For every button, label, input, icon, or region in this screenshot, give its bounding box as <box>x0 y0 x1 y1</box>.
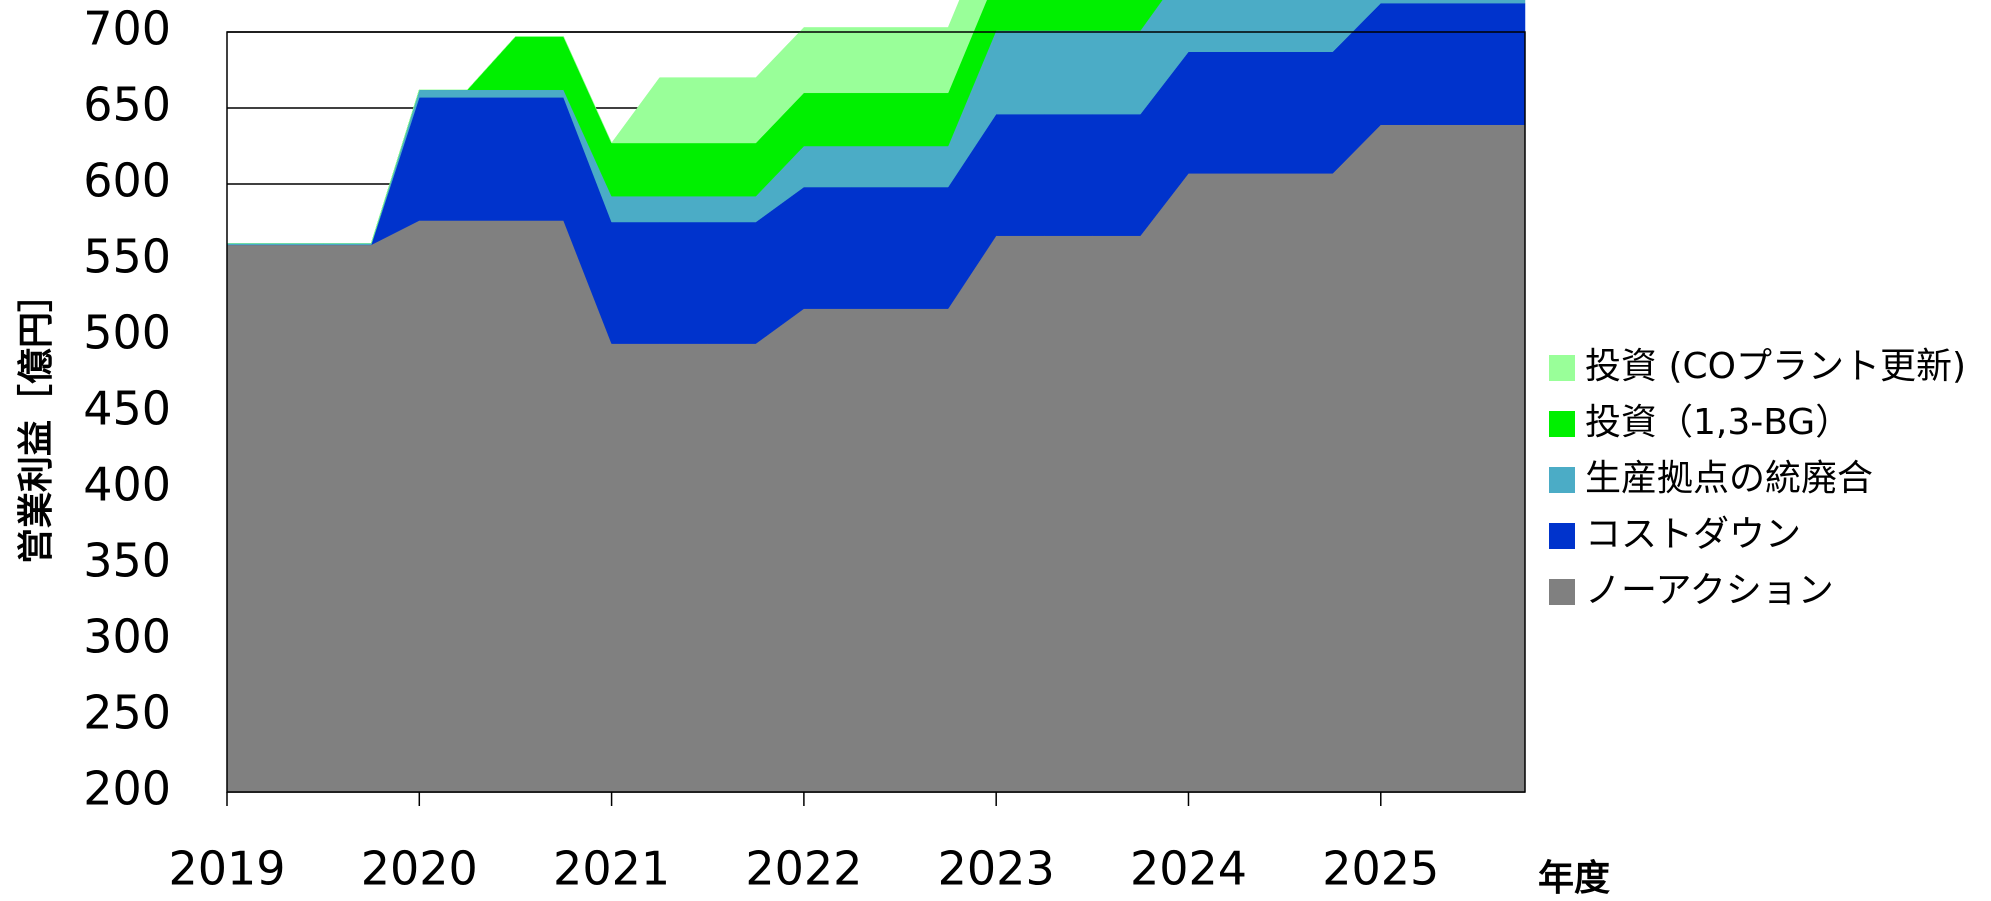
y-tick-label: 600 <box>83 154 171 208</box>
y-tick-label: 650 <box>83 78 171 132</box>
x-tick-label: 2024 <box>1130 842 1247 896</box>
y-tick-label: 400 <box>83 458 171 512</box>
x-tick-label: 2020 <box>361 842 478 896</box>
legend-label: コストダウン <box>1585 514 1801 555</box>
area <box>227 0 988 244</box>
legend-label: 投資 (COプラント更新) <box>1585 346 1966 387</box>
y-tick-label: 500 <box>83 306 171 360</box>
legend-label: 生産拠点の統廃合 <box>1585 458 1873 499</box>
x-tick-label: 2025 <box>1322 842 1439 896</box>
legend-label: ノーアクション <box>1585 570 1834 611</box>
y-tick-label: 700 <box>83 2 171 56</box>
legend-swatch <box>1549 579 1575 605</box>
legend-swatch <box>1549 523 1575 549</box>
legend-label: 投資（1,3-BG） <box>1585 402 1851 443</box>
legend-swatch <box>1549 411 1575 437</box>
x-tick-label: 2022 <box>745 842 862 896</box>
x-tick-label: 2021 <box>553 842 670 896</box>
y-axis-title: 営業利益［億円］ <box>16 276 57 564</box>
y-tick-label: 300 <box>83 610 171 664</box>
y-tick-label: 250 <box>83 686 171 740</box>
x-tick-label: 2023 <box>938 842 1055 896</box>
y-tick-label: 450 <box>83 382 171 436</box>
legend-swatch <box>1549 467 1575 493</box>
y-tick-label: 350 <box>83 534 171 588</box>
y-tick-label: 200 <box>83 762 171 816</box>
x-axis-title: 年度 <box>1538 858 1610 899</box>
x-tick-label: 2019 <box>168 842 285 896</box>
plot-frame <box>226 31 1526 793</box>
areas <box>226 0 1526 793</box>
y-tick-label: 550 <box>83 230 171 284</box>
legend-swatch <box>1549 355 1575 381</box>
